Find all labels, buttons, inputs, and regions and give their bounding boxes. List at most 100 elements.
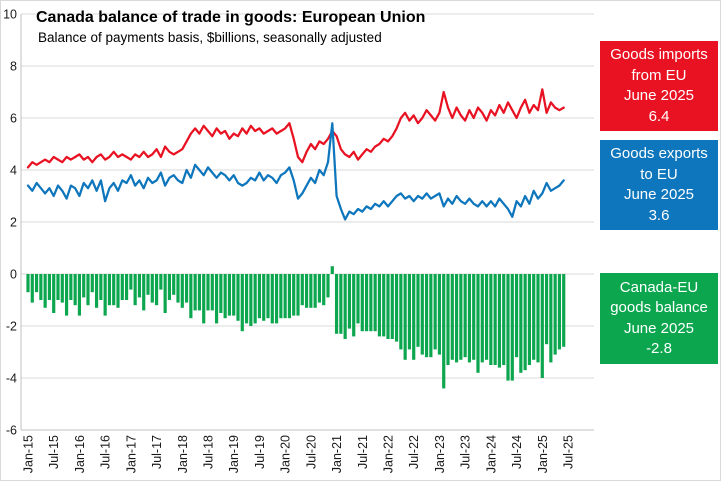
x-axis-tick-label: Jul-22 (407, 435, 421, 469)
balance-bar (356, 274, 360, 324)
balance-bar (99, 274, 103, 300)
balance-bar (184, 274, 189, 303)
balance-bar (403, 274, 407, 360)
balance-bar (416, 274, 420, 347)
balance-bar (60, 274, 64, 303)
imports-callout-line-2: from EU (631, 66, 687, 84)
balance-bar (107, 274, 112, 306)
x-axis-tick-label: Jan-20 (279, 435, 293, 473)
balance-bar (347, 274, 352, 329)
x-axis-tick-label: Jan-22 (382, 435, 396, 473)
x-axis-tick-label: Jul-24 (510, 435, 524, 469)
balance-bar (52, 274, 56, 313)
balance-bar (197, 274, 202, 311)
balance-bar (330, 266, 334, 274)
exports-callout-line-2: to EU (640, 165, 678, 183)
x-axis-tick-label: Jan-16 (73, 435, 87, 473)
balance-bar (360, 274, 364, 332)
balance-bar (493, 274, 497, 365)
balance-bar (352, 274, 356, 337)
balance-bar (442, 274, 446, 389)
balance-bar (364, 274, 369, 332)
balance-bar (562, 274, 566, 347)
balance-bar (463, 274, 467, 358)
balance-bar (112, 274, 116, 306)
x-axis-tick-label: Jul-17 (150, 435, 164, 469)
balance-bar (69, 274, 73, 300)
balance-bar (386, 274, 390, 339)
balance-bar (283, 274, 287, 319)
balance-bar (116, 274, 120, 308)
imports-callout: Goods imports from EU June 2025 6.4 (600, 41, 718, 131)
balance-bar (180, 274, 184, 308)
balance-callout: Canada-EU goods balance June 2025 -2.8 (600, 273, 718, 364)
balance-bar (39, 274, 43, 300)
balance-bar (296, 274, 300, 316)
balance-bar (484, 274, 489, 360)
x-axis-tick-label: Jan-25 (536, 435, 550, 473)
balance-bar (257, 274, 262, 319)
exports-callout: Goods exports to EU June 2025 3.6 (600, 140, 718, 230)
balance-bar (304, 274, 309, 308)
balance-bar (300, 274, 304, 306)
chart-title: Canada balance of trade in goods: Europe… (36, 9, 426, 26)
balance-bar (459, 274, 463, 360)
balance-bar (167, 274, 172, 300)
balance-bar (94, 274, 99, 308)
balance-bar (454, 274, 459, 363)
balance-bar (369, 274, 373, 332)
balance-bar (142, 274, 146, 311)
balance-bar (519, 274, 523, 373)
balance-bar (424, 274, 429, 358)
balance-bar (30, 274, 34, 303)
x-axis-tick-label: Jul-25 (562, 435, 576, 469)
y-axis-tick-label: -2 (6, 320, 17, 334)
x-axis-tick-label: Jan-23 (433, 435, 447, 473)
balance-bar (544, 274, 549, 345)
x-axis-tick-label: Jan-18 (176, 435, 190, 473)
balance-bar (227, 274, 232, 316)
balance-bar (540, 274, 544, 378)
balance-bar (172, 274, 176, 295)
y-axis-tick-label: -4 (6, 372, 17, 386)
balance-bar (532, 274, 536, 360)
x-axis-tick-label: Jan-19 (227, 435, 241, 473)
balance-bar (489, 274, 493, 365)
y-axis-tick-label: 4 (10, 164, 17, 178)
balance-bar (90, 274, 94, 293)
balance-bar (553, 274, 557, 355)
balance-bar (77, 274, 82, 316)
balance-bar (270, 274, 274, 324)
balance-bar (176, 274, 180, 303)
chart-subtitle: Balance of payments basis, $billions, se… (38, 30, 382, 45)
x-axis-tick-label: Jul-15 (47, 435, 61, 469)
balance-bar (274, 274, 279, 324)
x-axis-tick-label: Jul-18 (202, 435, 216, 469)
x-axis-tick-label: Jul-19 (253, 435, 267, 469)
balance-bar (476, 274, 480, 373)
balance-bar (472, 274, 476, 360)
balance-bar (292, 274, 296, 316)
balance-bar (339, 274, 343, 334)
balance-bar (129, 274, 133, 290)
balance-bar (266, 274, 270, 319)
exports-callout-line-3: June 2025 (623, 186, 695, 203)
balance-bar (262, 274, 266, 321)
exports-line (26, 122, 565, 221)
imports-callout-line-1: Goods imports (610, 46, 708, 63)
balance-bar (446, 274, 450, 365)
balance-callout-line-2: goods balance (610, 299, 708, 316)
balance-bar (26, 274, 30, 293)
balance-bar (240, 274, 244, 332)
x-axis-tick-label: Jan-15 (22, 435, 36, 473)
x-axis-tick-label: Jan-17 (124, 435, 138, 473)
balance-bar (527, 274, 532, 365)
balance-bar (467, 274, 472, 363)
x-axis-tick-label: Jul-16 (99, 435, 113, 469)
balance-bar (437, 274, 442, 355)
balance-bar (313, 274, 317, 308)
balance-bar (390, 274, 394, 339)
y-axis-tick-label: 10 (3, 8, 17, 22)
balance-bar (154, 274, 159, 306)
x-axis-tick-label: Jul-21 (356, 435, 370, 469)
